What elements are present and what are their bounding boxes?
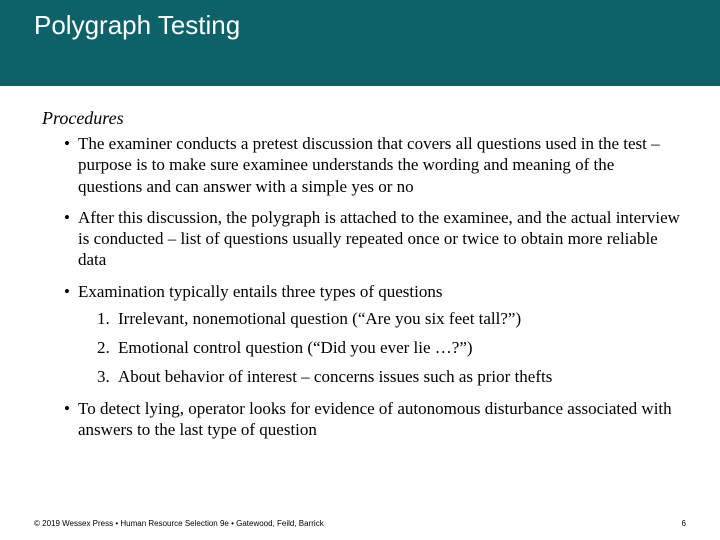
title-bar: Polygraph Testing (0, 0, 720, 86)
subheading: Procedures (42, 108, 680, 129)
list-item: To detect lying, operator looks for evid… (64, 398, 680, 441)
list-item: After this discussion, the polygraph is … (64, 207, 680, 271)
slide: Polygraph Testing Procedures The examine… (0, 0, 720, 540)
list-item: Examination typically entails three type… (64, 281, 680, 388)
bullet-text: Examination typically entails three type… (78, 282, 442, 301)
page-number: 6 (682, 519, 686, 528)
nested-item: Emotional control question (“Did you eve… (114, 337, 680, 358)
nested-item: Irrelevant, nonemotional question (“Are … (114, 308, 680, 329)
bullet-text: To detect lying, operator looks for evid… (78, 399, 672, 439)
bullet-list: The examiner conducts a pretest discussi… (42, 133, 680, 440)
footer-copyright: © 2019 Wessex Press • Human Resource Sel… (34, 519, 324, 528)
slide-title: Polygraph Testing (34, 10, 240, 41)
list-item: The examiner conducts a pretest discussi… (64, 133, 680, 197)
bullet-text: After this discussion, the polygraph is … (78, 208, 680, 270)
content-area: Procedures The examiner conducts a prete… (0, 86, 720, 440)
bullet-text: The examiner conducts a pretest discussi… (78, 134, 660, 196)
footer: © 2019 Wessex Press • Human Resource Sel… (34, 519, 686, 528)
nested-list: Irrelevant, nonemotional question (“Are … (78, 308, 680, 388)
nested-item: About behavior of interest – concerns is… (114, 366, 680, 387)
